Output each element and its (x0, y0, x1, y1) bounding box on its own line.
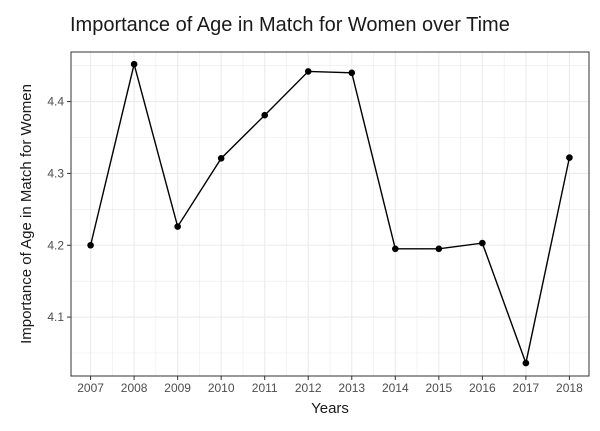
data-point (435, 245, 443, 253)
x-tick-label: 2015 (425, 381, 452, 395)
data-point (566, 154, 573, 161)
data-point (174, 223, 181, 230)
data-point (130, 60, 138, 68)
x-axis-label: Years (311, 400, 349, 417)
x-tick-label: 2013 (338, 381, 365, 395)
data-point (261, 111, 269, 119)
data-point (304, 68, 312, 75)
x-tick-label: 2011 (252, 381, 278, 395)
y-tick-label: 4.2 (47, 238, 64, 252)
major-gridlines (71, 52, 589, 376)
data-point (348, 69, 356, 77)
data-point (522, 359, 530, 367)
y-tick-label: 4.1 (47, 310, 64, 324)
x-tick-label: 2017 (513, 381, 540, 395)
x-tick-label: 2014 (382, 381, 409, 395)
data-point (217, 155, 225, 162)
x-tick-label: 2009 (164, 381, 191, 395)
y-tick-label: 4.4 (47, 95, 64, 109)
x-tick-label: 2010 (208, 381, 235, 395)
y-axis-label: Importance of Age in Match for Women (18, 84, 35, 344)
y-tick-label: 4.3 (47, 166, 64, 180)
x-tick-label: 2007 (77, 381, 104, 395)
data-point (87, 241, 94, 249)
data-point (391, 245, 399, 253)
x-tick-label: 2016 (469, 381, 496, 395)
data-point (479, 239, 486, 247)
plot-panel-border (70, 51, 590, 377)
series-line (89, 64, 571, 366)
x-tick-label: 2008 (121, 381, 148, 395)
chart-title: Importance of Age in Match for Women ove… (70, 14, 510, 36)
data-series (87, 60, 573, 367)
axes: 4.1 4.2 4.3 4.4 2007 2008 2009 2010 2011 2012 2013… (47, 95, 583, 395)
x-tick-label: 2012 (295, 381, 322, 395)
minor-gridlines (71, 52, 589, 376)
x-tick-label: 2018 (556, 381, 583, 395)
